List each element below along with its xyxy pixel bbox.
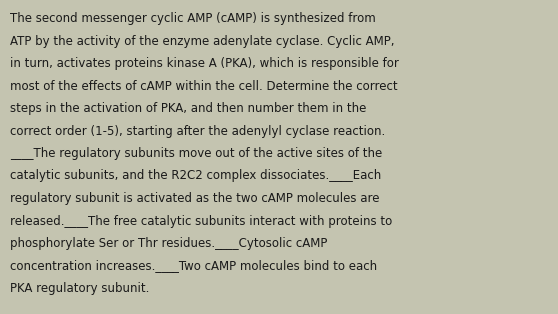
Text: phosphorylate Ser or Thr residues.____Cytosolic cAMP: phosphorylate Ser or Thr residues.____Cy…	[10, 237, 328, 250]
Text: ATP by the activity of the enzyme adenylate cyclase. Cyclic AMP,: ATP by the activity of the enzyme adenyl…	[10, 35, 395, 47]
Text: The second messenger cyclic AMP (cAMP) is synthesized from: The second messenger cyclic AMP (cAMP) i…	[10, 12, 376, 25]
Text: regulatory subunit is activated as the two cAMP molecules are: regulatory subunit is activated as the t…	[10, 192, 379, 205]
Text: correct order (1-5), starting after the adenylyl cyclase reaction.: correct order (1-5), starting after the …	[10, 124, 385, 138]
Text: most of the effects of cAMP within the cell. Determine the correct: most of the effects of cAMP within the c…	[10, 79, 398, 93]
Text: catalytic subunits, and the R2C2 complex dissociates.____Each: catalytic subunits, and the R2C2 complex…	[10, 170, 381, 182]
Text: in turn, activates proteins kinase A (PKA), which is responsible for: in turn, activates proteins kinase A (PK…	[10, 57, 399, 70]
Text: concentration increases.____Two cAMP molecules bind to each: concentration increases.____Two cAMP mol…	[10, 259, 377, 273]
Text: ____The regulatory subunits move out of the active sites of the: ____The regulatory subunits move out of …	[10, 147, 382, 160]
Text: PKA regulatory subunit.: PKA regulatory subunit.	[10, 282, 150, 295]
Text: steps in the activation of PKA, and then number them in the: steps in the activation of PKA, and then…	[10, 102, 367, 115]
Text: released.____The free catalytic subunits interact with proteins to: released.____The free catalytic subunits…	[10, 214, 392, 228]
